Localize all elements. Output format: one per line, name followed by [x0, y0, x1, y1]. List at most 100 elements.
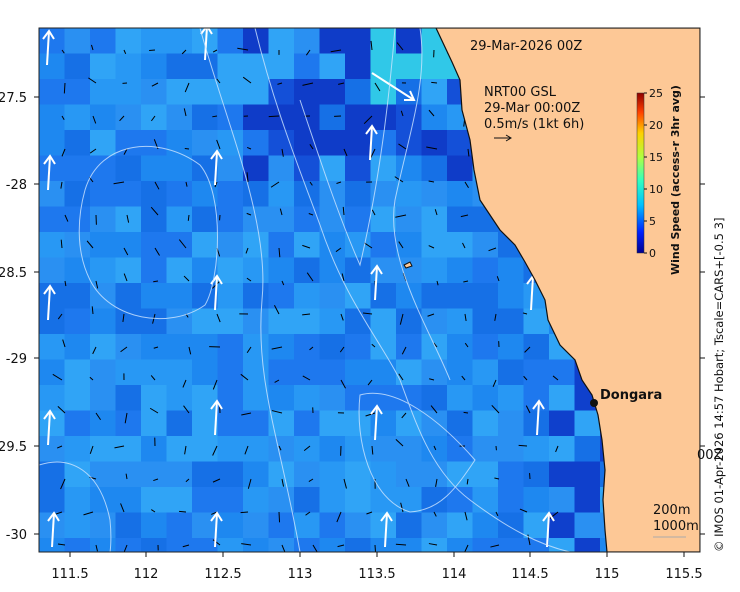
- current-arrow: [523, 375, 528, 381]
- wind-speed-cell: [90, 436, 116, 462]
- wind-speed-cell: [268, 410, 295, 437]
- wind-speed-cell: [64, 104, 91, 131]
- current-arrow: [150, 206, 159, 216]
- current-arrow: [123, 148, 128, 155]
- wind-speed-cell: [39, 359, 65, 386]
- wind-speed-cell: [166, 461, 193, 488]
- current-arrow: [179, 510, 187, 513]
- current-vector-arrows: [42, 28, 559, 552]
- colorbar-tick-label: 0: [649, 247, 656, 260]
- current-arrow: [400, 110, 404, 117]
- wind-speed-cell: [345, 359, 371, 386]
- wind-speed-cell: [472, 232, 499, 258]
- colorbar-tick-label: 10: [649, 183, 663, 196]
- current-arrow: [216, 78, 221, 84]
- wind-speed-cell: [64, 410, 91, 437]
- wind-speed-cell: [472, 487, 499, 513]
- wind-speed-cell: [319, 79, 346, 105]
- wind-speed-cell: [396, 512, 422, 539]
- wind-speed-cell: [523, 538, 550, 552]
- current-arrow: [153, 346, 159, 349]
- wind-speed-cell: [192, 308, 218, 335]
- current-arrow: [527, 534, 531, 546]
- wind-speed-cell: [294, 53, 320, 80]
- wind-speed-cell: [90, 385, 116, 411]
- wind-speed-cell: [345, 334, 371, 360]
- wind-speed-cell: [472, 359, 499, 386]
- wind-speed-cell: [268, 385, 295, 411]
- wind-speed-cell: [217, 410, 244, 437]
- current-arrow: [302, 313, 311, 316]
- current-arrow: [552, 375, 559, 381]
- current-arrow: [463, 280, 469, 283]
- edge-fragment-label: 00Z: [697, 448, 723, 463]
- wind-speed-cell: [345, 461, 371, 488]
- wind-arrow: [210, 399, 223, 436]
- wind-speed-cell: [472, 436, 499, 462]
- wind-speed-cell: [166, 538, 193, 552]
- bathymetry-contours: [39, 28, 571, 552]
- wind-speed-cell: [217, 232, 244, 258]
- wind-arrow: [365, 124, 378, 161]
- wind-speed-cell: [396, 308, 422, 335]
- wind-speed-cell: [523, 436, 550, 462]
- wind-speed-cell: [141, 257, 167, 284]
- wind-speed-cell: [396, 359, 422, 386]
- current-arrow: [60, 181, 63, 189]
- wind-speed-cell: [141, 487, 167, 513]
- wind-speed-cell: [447, 385, 473, 411]
- wind-speed-cell: [370, 104, 397, 131]
- wind-speed-cell: [192, 206, 218, 233]
- current-arrow: [363, 242, 373, 249]
- current-arrow: [154, 181, 160, 190]
- wind-speed-cell: [115, 461, 142, 488]
- wind-speed-cell: [217, 28, 244, 54]
- wind-speed-cell: [447, 155, 473, 182]
- colorbar-tick-label: 15: [649, 151, 663, 164]
- current-arrow: [278, 445, 282, 451]
- current-arrow: [52, 373, 63, 381]
- wind-speed-cell: [166, 308, 193, 335]
- wind-speed-cell: [115, 130, 142, 156]
- wind-speed-cell: [472, 283, 499, 309]
- current-arrow: [273, 305, 280, 315]
- wind-speed-cell: [345, 28, 371, 54]
- current-arrow: [492, 379, 497, 388]
- wind-speed-cell: [217, 130, 244, 156]
- wind-speed-cell: [370, 308, 397, 335]
- wind-speed-cell: [319, 130, 346, 156]
- wind-speed-cell: [319, 410, 346, 437]
- current-arrow: [370, 148, 376, 158]
- contour-line-south-loop: [358, 392, 476, 513]
- wind-speed-cell: [421, 461, 448, 488]
- wind-speed-cell: [64, 487, 91, 513]
- wind-speed-cell: [217, 283, 244, 309]
- wind-speed-cell: [319, 512, 346, 539]
- wind-speed-cell: [166, 410, 193, 437]
- wind-speed-cell: [243, 512, 269, 539]
- current-arrow: [150, 115, 156, 122]
- wind-speed-cell: [90, 359, 116, 386]
- current-arrow: [123, 247, 129, 256]
- wind-speed-cell: [115, 283, 142, 309]
- current-arrow: [187, 214, 190, 221]
- current-arrow: [212, 445, 218, 456]
- current-arrow: [428, 543, 438, 546]
- current-arrow: [120, 503, 125, 513]
- wind-speed-cell: [498, 359, 524, 386]
- wind-speed-cell: [166, 512, 193, 539]
- wind-speed-cell: [523, 308, 550, 335]
- current-arrow: [271, 346, 283, 350]
- current-arrow: [467, 148, 470, 157]
- wind-speed-cell: [243, 181, 269, 207]
- x-tick-label: 115.5: [665, 567, 702, 582]
- current-arrow: [246, 146, 252, 150]
- current-arrow: [281, 148, 284, 157]
- wind-speed-cell: [39, 53, 65, 80]
- wind-speed-cell: [421, 232, 448, 258]
- current-arrow: [462, 242, 466, 249]
- wind-speed-cell: [243, 461, 269, 488]
- wind-speed-cell: [141, 79, 167, 105]
- current-arrow: [434, 209, 438, 216]
- wind-speed-cell: [370, 385, 397, 411]
